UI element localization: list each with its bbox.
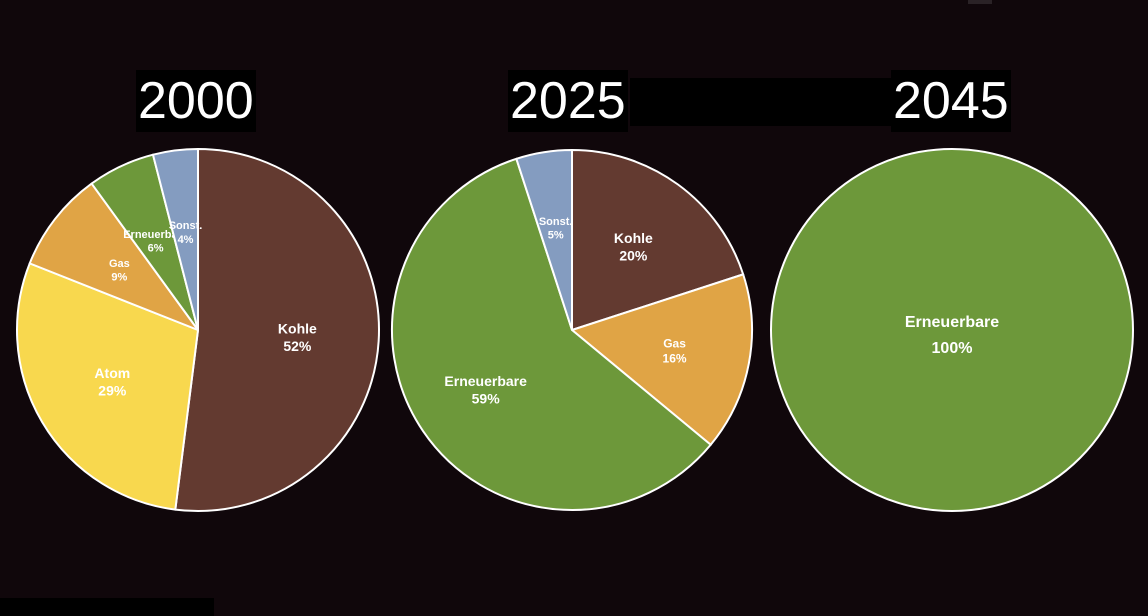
pie-2045-slice-erneuerbare-label: Erneuerbare: [905, 314, 999, 331]
pie-2000-slice-atom-value-label: 29%: [98, 383, 127, 399]
pie-2000-slice-kohle: [174, 148, 380, 512]
redaction-bar-top: [630, 78, 892, 126]
pie-2025-slice-sonst-label: Sonst.: [539, 216, 573, 228]
pie-2025-slice-gas-value-label: 16%: [663, 351, 687, 365]
chart-title-2045: 2045: [891, 70, 1011, 132]
pie-2025-slice-sonst: [515, 149, 573, 331]
pie-2025-slice-kohle: [571, 149, 745, 331]
redaction-bar-bottom: [0, 598, 214, 616]
pie-2000-slice-erneuerbare-value-label: 6%: [148, 243, 164, 255]
corner-mark: [968, 0, 992, 4]
pie-2025-slice-kohle-label: Kohle: [614, 230, 653, 246]
pie-2000-slice-kohle-value-label: 52%: [283, 338, 312, 354]
chart-title-2025: 2025: [508, 70, 628, 132]
pie-2000-slice-sonst-label: Sonst.: [169, 220, 203, 232]
pie-2000-slice-atom-label: Atom: [94, 365, 130, 381]
pie-2025-slice-erneuerbare: [391, 157, 712, 511]
pie-2000-slice-sonst: [151, 148, 199, 331]
pie-2000-slice-gas-value-label: 9%: [111, 272, 127, 284]
pie-2025-slice-kohle-value-label: 20%: [619, 247, 648, 263]
pie-2025-slice-gas: [571, 273, 753, 446]
pie-2025-slice-erneuerbare-label: Erneuerbare: [444, 373, 527, 389]
pie-2045-slice-erneuerbare-value-label: 100%: [932, 340, 973, 357]
pie-2045-slice-erneuerbare: [770, 148, 1134, 512]
pie-2000-slice-gas: [28, 182, 199, 331]
chart-title-2000: 2000: [136, 70, 256, 132]
pie-2025-slice-sonst-value-label: 5%: [548, 230, 564, 242]
pie-2000-slice-atom: [16, 262, 199, 511]
pie-2000-slice-gas-label: Gas: [109, 258, 130, 270]
pie-2000-slice-kohle-label: Kohle: [278, 321, 317, 337]
pie-2000-slice-sonst-value-label: 4%: [178, 234, 194, 246]
pie-2025-slice-gas-label: Gas: [663, 336, 686, 350]
pie-2025-slice-erneuerbare-value-label: 59%: [472, 391, 501, 407]
